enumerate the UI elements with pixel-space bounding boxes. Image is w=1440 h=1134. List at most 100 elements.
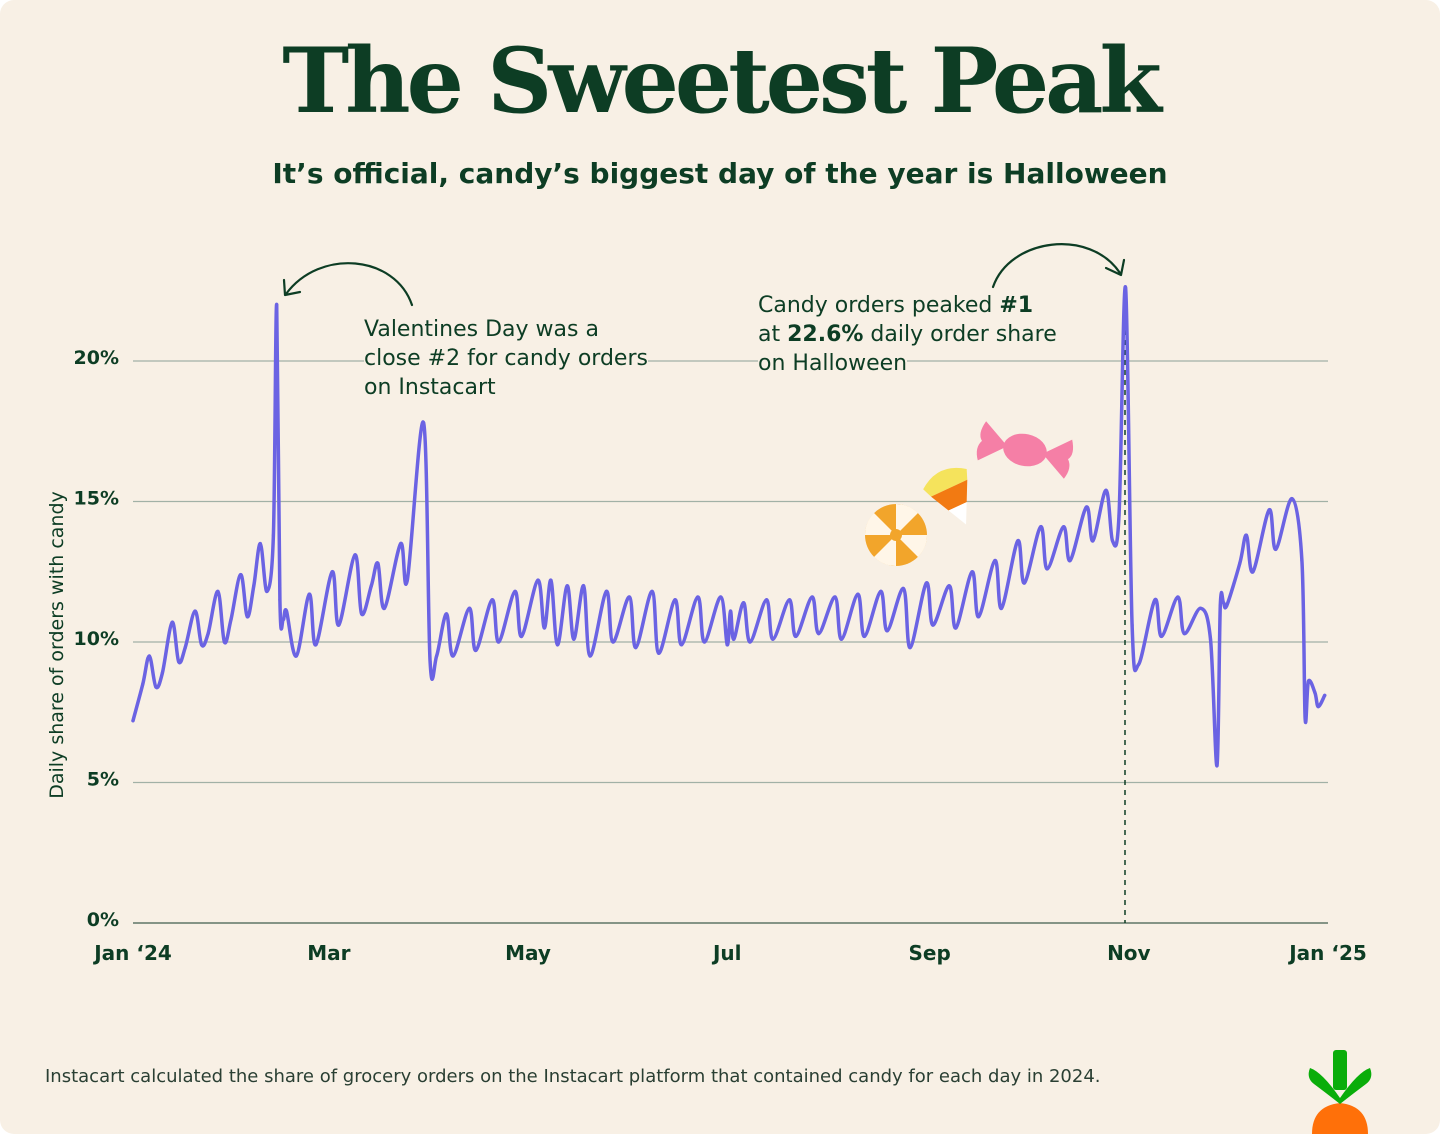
data-point	[764, 598, 769, 602]
halloween-annotation-line2-pre: at	[758, 322, 788, 347]
data-point	[147, 654, 151, 658]
data-point	[177, 660, 181, 664]
halloween-annotation-peak-value: 22.6%	[787, 322, 864, 347]
data-point	[1316, 705, 1320, 709]
data-point	[474, 648, 478, 653]
data-point	[862, 634, 867, 639]
y-axis-title: Daily share of orders with candy	[46, 491, 68, 799]
data-point	[947, 584, 951, 588]
data-point	[353, 553, 357, 557]
data-point	[239, 573, 243, 577]
data-point	[810, 595, 814, 599]
data-point	[627, 595, 631, 599]
data-point	[748, 640, 752, 644]
data-point	[901, 587, 906, 591]
data-point	[970, 570, 974, 574]
data-point	[281, 617, 285, 622]
data-point	[519, 634, 524, 639]
data-point	[490, 598, 494, 602]
data-point	[1061, 525, 1066, 529]
data-point	[1022, 581, 1026, 585]
data-point	[673, 598, 677, 602]
data-point	[444, 612, 448, 616]
candy-share-line	[131, 285, 1327, 768]
data-point	[1218, 603, 1222, 608]
data-point	[999, 606, 1004, 610]
data-point	[399, 542, 403, 546]
data-point	[1016, 539, 1020, 543]
data-point	[679, 643, 684, 647]
data-point	[170, 620, 174, 624]
y-tick-label: 10%	[74, 628, 119, 650]
data-point	[435, 654, 439, 658]
data-point	[278, 598, 282, 602]
data-point	[307, 592, 311, 596]
data-point	[924, 581, 929, 585]
data-point	[611, 640, 615, 644]
data-point	[856, 592, 860, 596]
data-point	[1215, 764, 1219, 768]
data-point	[787, 598, 791, 602]
data-point	[141, 682, 145, 686]
data-point	[1091, 539, 1095, 543]
data-point	[1137, 662, 1141, 667]
x-tick-label: Jan ‘25	[1287, 941, 1367, 965]
data-point	[1130, 623, 1134, 627]
data-point	[604, 589, 609, 594]
data-point	[360, 612, 364, 616]
data-point	[1238, 561, 1242, 565]
data-point	[1251, 570, 1255, 574]
data-point	[833, 595, 837, 599]
data-point	[839, 637, 844, 641]
data-point	[565, 584, 569, 588]
data-point	[1045, 567, 1049, 571]
x-tick-label: Jul	[711, 941, 742, 965]
halloween-annotation: Candy orders peaked #1 at 22.6% daily or…	[758, 291, 1057, 378]
data-point	[265, 589, 269, 594]
data-point	[229, 617, 233, 622]
data-point	[1290, 497, 1294, 501]
instacart-carrot-logo	[1308, 1050, 1372, 1134]
x-tick-label: Mar	[307, 941, 350, 965]
data-point	[719, 595, 723, 599]
data-point	[588, 654, 592, 658]
x-tick-label: May	[505, 941, 551, 965]
data-point	[1221, 601, 1226, 605]
data-point	[1124, 286, 1128, 290]
halloween-annotation-line1-text: Candy orders peaked	[758, 293, 1000, 318]
data-point	[555, 643, 560, 647]
y-tick-label: 15%	[74, 488, 119, 510]
data-point	[977, 615, 981, 619]
valentines-annotation-line2: close #2 for candy orders	[364, 346, 648, 371]
data-point	[582, 584, 586, 588]
halloween-annotation-line2-post: daily order share	[863, 322, 1057, 347]
data-point	[245, 615, 249, 619]
data-point	[206, 632, 210, 636]
data-point	[572, 637, 576, 641]
x-axis-labels: Jan ‘24 Mar May Jul Sep Nov Jan ‘25	[92, 941, 1367, 965]
halloween-annotation-line3: on Halloween	[758, 351, 908, 376]
valentines-annotation: Valentines Day was a close #2 for candy …	[364, 315, 648, 402]
data-point	[405, 578, 409, 582]
data-point	[497, 640, 501, 644]
data-point	[1244, 533, 1248, 537]
chart-subtitle: It’s official, candy’s biggest day of th…	[272, 157, 1168, 190]
valentines-annotation-line3: on Instacart	[364, 375, 496, 400]
gridlines	[133, 360, 1328, 924]
data-point	[817, 632, 821, 636]
data-point	[451, 654, 455, 658]
valentines-annotation-line1: Valentines Day was a	[364, 317, 599, 342]
data-point	[542, 626, 547, 630]
data-point	[794, 634, 798, 639]
data-point	[993, 558, 997, 563]
data-point	[294, 654, 298, 658]
data-point	[1039, 525, 1043, 529]
data-point	[1182, 632, 1186, 636]
data-point	[337, 623, 341, 627]
data-point	[1303, 716, 1307, 720]
data-point	[702, 640, 707, 644]
data-point	[1313, 691, 1317, 695]
wrapped-candy-icon	[976, 421, 1074, 479]
